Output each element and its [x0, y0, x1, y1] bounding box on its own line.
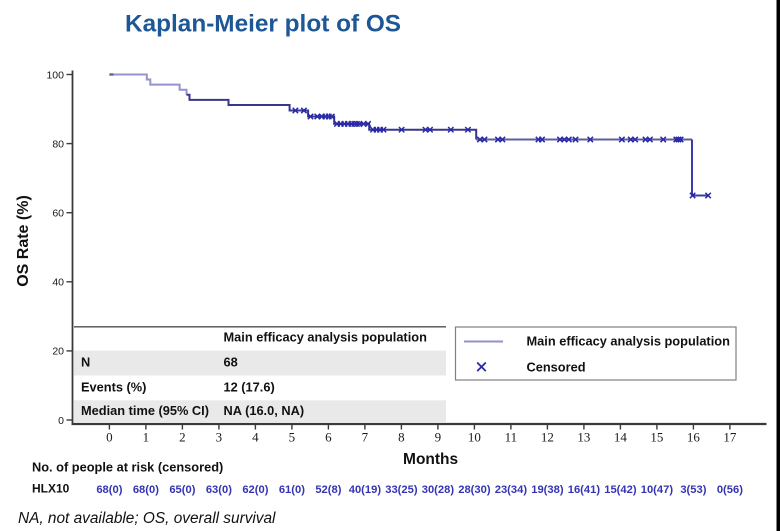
svg-text:3(53): 3(53): [680, 484, 706, 496]
svg-text:No. of people at risk (censore: No. of people at risk (censored): [32, 460, 223, 475]
svg-text:4: 4: [252, 430, 259, 445]
svg-text:62(0): 62(0): [242, 484, 268, 496]
svg-text:11: 11: [505, 430, 518, 445]
svg-text:Censored: Censored: [527, 360, 586, 375]
svg-text:100: 100: [46, 69, 64, 81]
svg-text:30(28): 30(28): [422, 484, 455, 496]
svg-text:61(0): 61(0): [279, 484, 305, 496]
svg-text:1: 1: [143, 430, 150, 445]
svg-text:33(25): 33(25): [385, 484, 418, 496]
svg-text:16(41): 16(41): [568, 484, 601, 496]
svg-text:Main efficacy analysis populat: Main efficacy analysis population: [224, 330, 428, 345]
svg-text:17: 17: [723, 430, 737, 445]
svg-text:40: 40: [52, 277, 64, 289]
svg-text:60: 60: [52, 208, 64, 220]
svg-text:40(19): 40(19): [349, 484, 382, 496]
svg-text:12: 12: [541, 430, 554, 445]
svg-text:N: N: [81, 355, 90, 370]
svg-text:NA, not available; OS, overall: NA, not available; OS, overall survival: [18, 510, 276, 527]
svg-text:13: 13: [577, 430, 590, 445]
svg-text:19(38): 19(38): [531, 484, 564, 496]
svg-text:9: 9: [435, 430, 442, 445]
svg-text:Kaplan-Meier plot of OS: Kaplan-Meier plot of OS: [125, 11, 401, 38]
svg-text:10: 10: [468, 430, 481, 445]
svg-text:12 (17.6): 12 (17.6): [224, 379, 275, 394]
svg-text:28(30): 28(30): [458, 484, 491, 496]
svg-text:68(0): 68(0): [133, 484, 159, 496]
svg-text:HLX10: HLX10: [32, 482, 70, 496]
svg-text:Months: Months: [403, 451, 458, 468]
svg-text:80: 80: [52, 138, 64, 150]
svg-text:7: 7: [362, 430, 369, 445]
svg-text:65(0): 65(0): [169, 484, 195, 496]
svg-text:63(0): 63(0): [206, 484, 232, 496]
svg-text:2: 2: [179, 430, 186, 445]
svg-text:OS Rate (%): OS Rate (%): [15, 195, 32, 287]
svg-text:16: 16: [687, 430, 701, 445]
svg-text:0: 0: [106, 430, 113, 445]
svg-text:3: 3: [216, 430, 223, 445]
svg-text:6: 6: [325, 430, 332, 445]
svg-text:0: 0: [58, 415, 64, 427]
svg-text:Main efficacy analysis populat: Main efficacy analysis population: [527, 334, 731, 349]
svg-text:Median time (95% CI): Median time (95% CI): [81, 403, 209, 418]
svg-text:68(0): 68(0): [96, 484, 122, 496]
svg-text:0(56): 0(56): [717, 484, 743, 496]
svg-text:15(42): 15(42): [604, 484, 637, 496]
svg-text:23(34): 23(34): [495, 484, 528, 496]
svg-text:52(8): 52(8): [315, 484, 341, 496]
svg-text:8: 8: [398, 430, 405, 445]
svg-text:20: 20: [52, 346, 64, 358]
svg-text:14: 14: [614, 430, 628, 445]
svg-text:NA (16.0, NA): NA (16.0, NA): [224, 403, 305, 418]
svg-text:10(47): 10(47): [641, 484, 674, 496]
svg-text:5: 5: [289, 430, 296, 445]
svg-text:Events (%): Events (%): [81, 379, 146, 394]
svg-text:68: 68: [224, 355, 238, 370]
svg-text:15: 15: [650, 430, 663, 445]
